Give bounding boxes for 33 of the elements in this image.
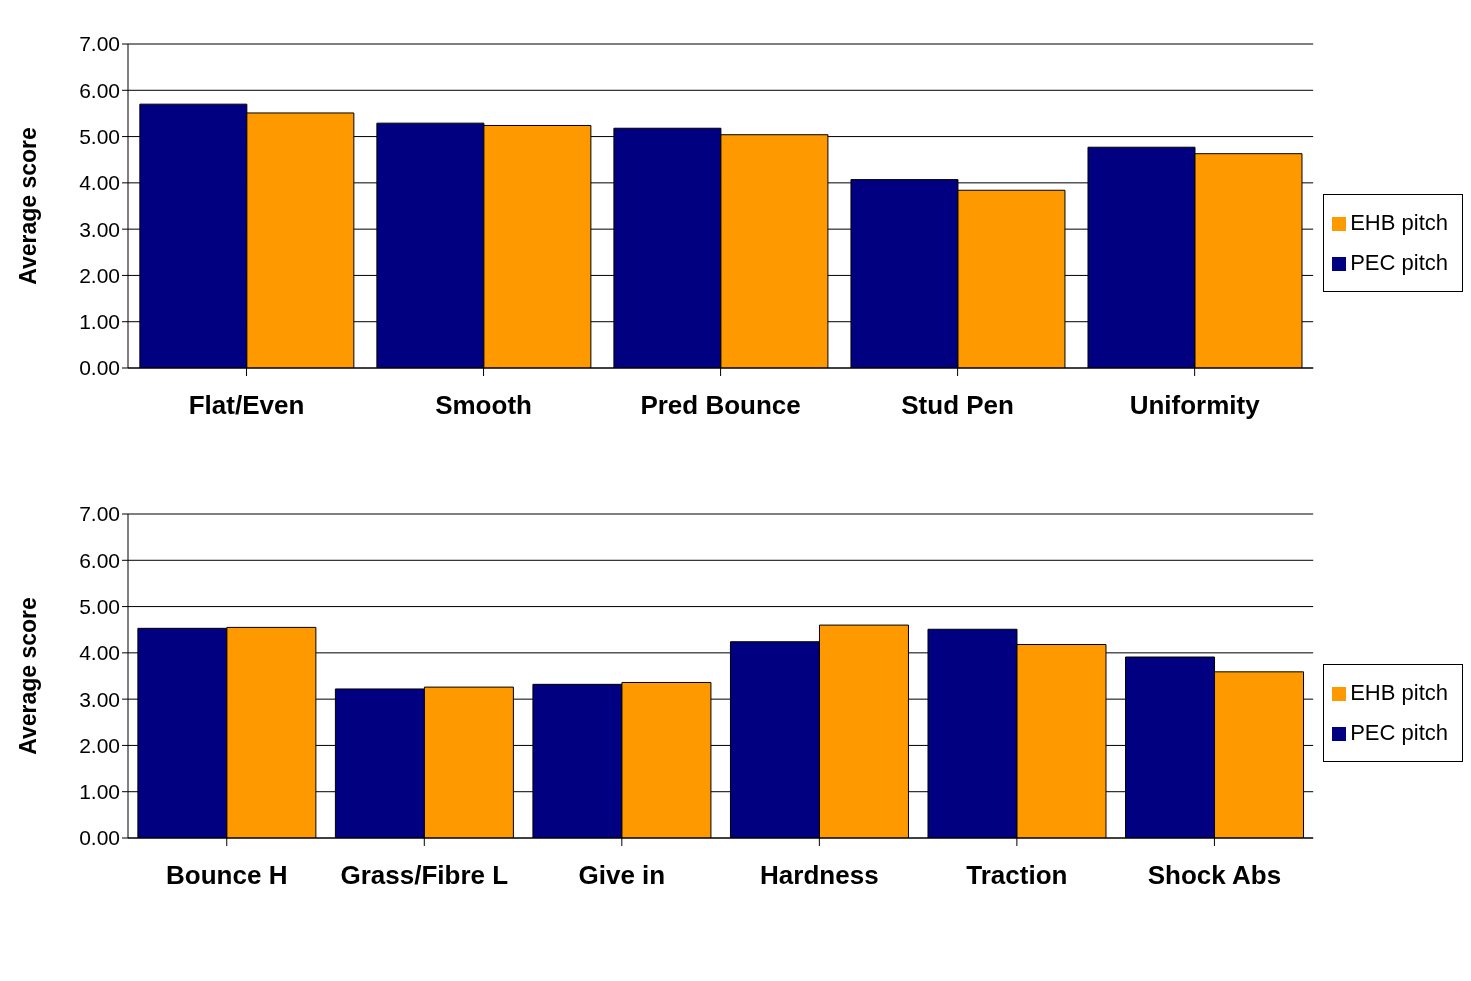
- y-tick-label: 6.00: [79, 78, 120, 102]
- x-tick-label: Shock Abs: [1147, 860, 1282, 891]
- y-axis-title: Average score: [15, 597, 42, 755]
- x-tick-label: Bounce H: [166, 860, 288, 891]
- y-tick-label: 7.00: [79, 32, 120, 56]
- x-tick-label: Stud Pen: [901, 390, 1014, 421]
- y-tick-label: 3.00: [79, 217, 120, 241]
- x-tick-label: Pred Bounce: [640, 390, 801, 421]
- y-axis-title: Average score: [15, 127, 42, 285]
- legend-label: PEC pitch: [1350, 250, 1448, 275]
- y-tick-label: 2.00: [79, 733, 120, 757]
- y-tick-label: 7.00: [79, 502, 120, 526]
- y-tick-label: 5.00: [79, 595, 120, 619]
- y-tick-label: 4.00: [79, 641, 120, 665]
- y-tick-label: 0.00: [79, 826, 120, 850]
- x-tick-label: Traction: [966, 860, 1068, 891]
- y-tick-label: 4.00: [79, 171, 120, 195]
- x-tick-label: Uniformity: [1129, 390, 1261, 421]
- x-tick-label: Grass/Fibre L: [340, 860, 509, 891]
- y-tick-label: 6.00: [79, 548, 120, 572]
- x-tick-label: Flat/Even: [188, 390, 305, 421]
- legend-label: PEC pitch: [1350, 720, 1448, 745]
- x-tick-label: Hardness: [760, 860, 879, 891]
- y-tick-label: 2.00: [79, 263, 120, 287]
- y-tick-label: 5.00: [79, 125, 120, 149]
- x-tick-label: Give in: [578, 860, 666, 891]
- y-tick-label: 3.00: [79, 687, 120, 711]
- y-tick-label: 1.00: [79, 310, 120, 334]
- legend-label: EHB pitch: [1350, 680, 1448, 705]
- y-tick-label: 0.00: [79, 356, 120, 380]
- y-tick-label: 1.00: [79, 780, 120, 804]
- legend-label: EHB pitch: [1350, 210, 1448, 235]
- x-tick-label: Smooth: [435, 390, 532, 421]
